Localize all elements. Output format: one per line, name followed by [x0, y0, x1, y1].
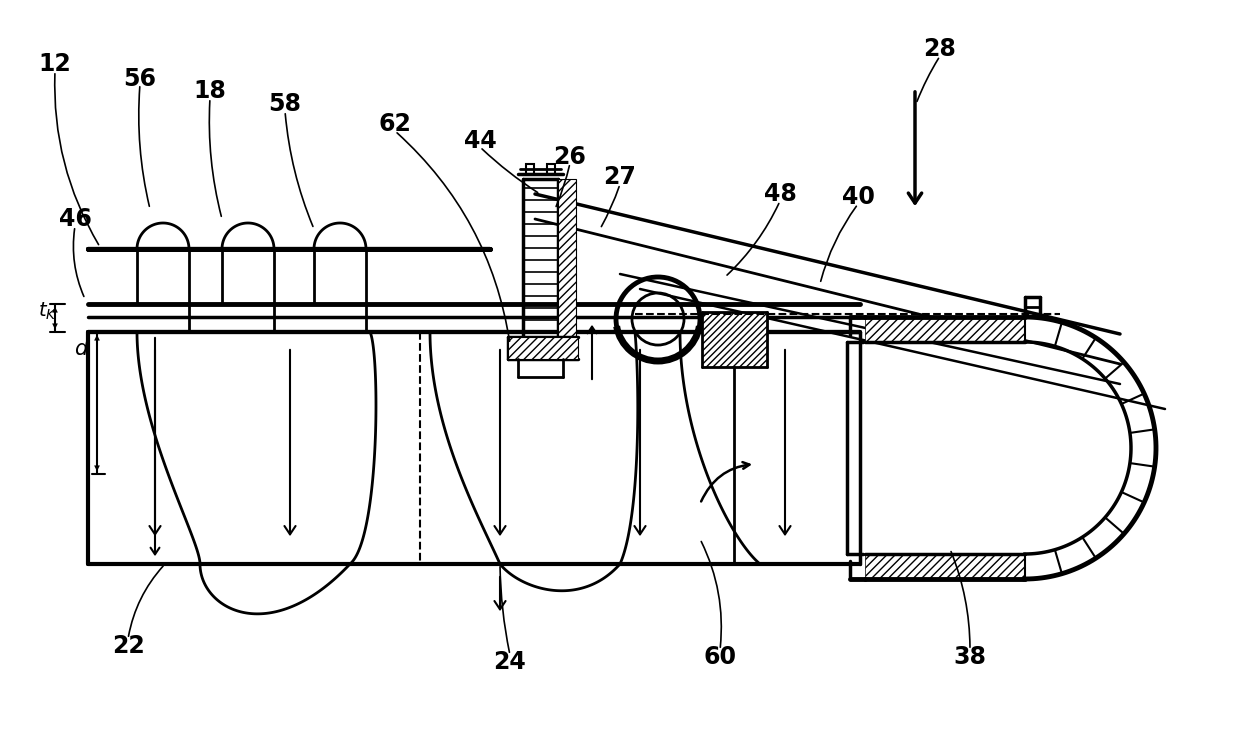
Bar	[703, 312, 767, 367]
Text: 28: 28	[923, 37, 957, 61]
Text: 44: 44	[463, 129, 497, 153]
Text: 24: 24	[493, 650, 527, 674]
Text: 56: 56	[124, 67, 156, 91]
Text: $t_K$: $t_K$	[38, 300, 58, 321]
Text: 40: 40	[841, 185, 875, 209]
Bar	[865, 554, 1025, 579]
Bar	[558, 179, 576, 342]
Text: 38: 38	[954, 645, 986, 669]
Bar	[527, 164, 534, 174]
Text: $d$: $d$	[74, 339, 89, 359]
Text: 58: 58	[269, 92, 301, 116]
Bar	[865, 317, 1025, 342]
Text: 60: 60	[704, 645, 736, 669]
Text: 48: 48	[763, 182, 797, 206]
Bar	[508, 337, 579, 359]
Text: 27: 27	[603, 165, 637, 189]
Text: 26: 26	[554, 145, 586, 169]
Text: 18: 18	[193, 79, 227, 103]
Bar	[89, 333, 859, 563]
Bar	[546, 164, 555, 174]
Text: 46: 46	[58, 207, 92, 231]
Text: 62: 62	[379, 112, 411, 136]
Text: 12: 12	[38, 52, 72, 76]
Text: 22: 22	[112, 634, 145, 658]
